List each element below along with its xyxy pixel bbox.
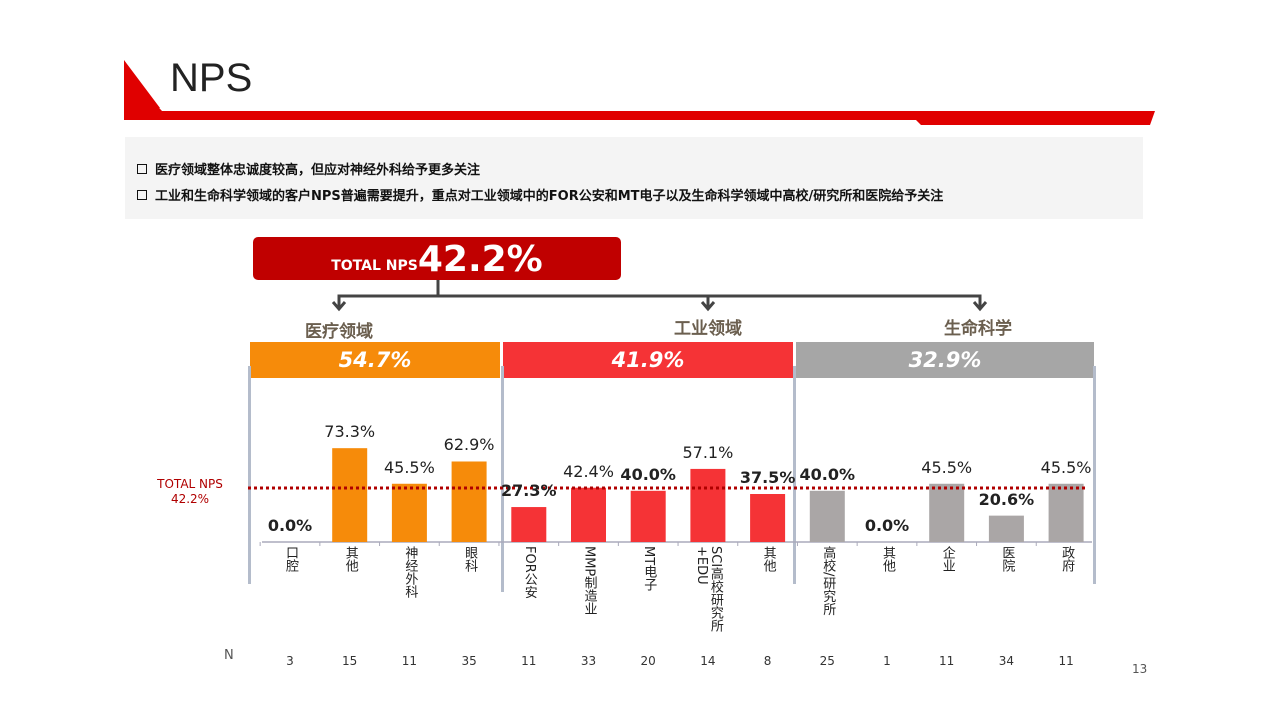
bar (391, 483, 427, 542)
page-number: 13 (1132, 662, 1148, 676)
bar (630, 490, 666, 542)
checkbox-bullet-icon (137, 163, 147, 174)
category-label: 眼科 (462, 546, 478, 572)
category-label: 口腔 (283, 546, 298, 572)
data-label: 20.6% (978, 489, 1035, 509)
segment-divider (501, 366, 504, 592)
data-label: 45.5% (921, 457, 973, 477)
bar (571, 487, 606, 542)
data-label: 40.0% (620, 464, 676, 484)
data-label: 73.3% (324, 422, 376, 442)
category-label: MMP制造业 (581, 546, 597, 616)
segment-nps-medical: 54.7% (250, 342, 500, 378)
bar (750, 494, 786, 542)
n-value: 11 (521, 654, 537, 668)
category-label: FOR公安 (521, 546, 537, 599)
bar (451, 461, 487, 542)
n-value: 3 (286, 654, 294, 668)
category-label: 政府 (1059, 546, 1075, 572)
category-label: MT电子 (641, 546, 657, 592)
reference-label-value: 42.2% (170, 492, 210, 506)
n-value: 15 (342, 654, 358, 668)
data-label: 27.3% (501, 481, 557, 501)
data-label: 45.5% (383, 457, 435, 477)
n-value: 14 (700, 654, 716, 668)
bullet-text: 工业和生命科学领域的客户NPS普遍需要提升，重点对工业领域中的FOR公安和MT电… (155, 189, 944, 204)
reference-label-text: TOTAL NPS (157, 477, 223, 491)
reference-label: TOTAL NPS 42.2% (150, 477, 230, 507)
total-nps-box: TOTAL NPS 42.2% (253, 237, 621, 280)
n-value: 11 (939, 654, 955, 668)
n-value: 20 (640, 654, 656, 668)
n-label: N (224, 648, 234, 663)
bar (809, 490, 845, 542)
n-value: 25 (819, 654, 835, 668)
category-label: SCI高校研究所+EDU (693, 546, 723, 633)
n-value: 11 (1058, 654, 1074, 668)
category-label: 神经外科 (402, 546, 418, 598)
n-value: 11 (401, 654, 418, 668)
data-label: 40.0% (799, 464, 856, 484)
bullet-item: 工业和生命科学领域的客户NPS普遍需要提升，重点对工业领域中的FOR公安和MT电… (137, 185, 943, 204)
tree-connector (331, 280, 988, 312)
n-value: 1 (883, 654, 891, 668)
data-label: 42.4% (563, 461, 614, 481)
segment-divider (793, 366, 796, 584)
category-label: 其他 (342, 546, 358, 572)
data-label: 62.9% (443, 435, 495, 455)
n-value: 33 (580, 654, 597, 668)
category-label: 高校/研究所 (820, 546, 836, 616)
n-value: 34 (998, 654, 1015, 668)
bullet-text: 医疗领域整体忠诚度较高，但应对神经外科给予更多关注 (155, 163, 481, 178)
segment-divider (248, 366, 251, 584)
bar (929, 483, 965, 542)
segment-name-industrial: 工业领域 (674, 319, 742, 339)
summary-panel: 医疗领域整体忠诚度较高，但应对神经外科给予更多关注 工业和生命科学领域的客户NP… (125, 137, 1143, 219)
data-label: 0.0% (267, 516, 313, 535)
n-value: 35 (461, 654, 477, 668)
segment-name-medical: 医疗领域 (305, 322, 373, 342)
bar (988, 515, 1024, 542)
segment-nps-life-science: 32.9% (796, 342, 1094, 378)
data-label: 0.0% (864, 516, 910, 535)
segment-nps-industrial: 41.9% (503, 342, 793, 378)
header-band (124, 55, 1155, 125)
category-label: 其他 (760, 546, 776, 572)
category-label: 其他 (880, 546, 895, 572)
total-nps-value: 42.2% (417, 239, 543, 280)
category-label: 医院 (999, 546, 1015, 572)
bar (1048, 483, 1084, 542)
data-label: 57.1% (682, 442, 734, 462)
bar (332, 448, 368, 542)
total-nps-label: TOTAL NPS (331, 258, 418, 274)
bullet-item: 医疗领域整体忠诚度较高，但应对神经外科给予更多关注 (137, 159, 480, 178)
segment-name-life-science: 生命科学 (944, 319, 1012, 339)
category-label: 企业 (939, 546, 955, 572)
page-title: NPS (170, 56, 253, 100)
bar (690, 468, 726, 542)
data-label: 37.5% (739, 468, 796, 487)
n-value: 8 (763, 654, 772, 668)
data-label: 45.5% (1040, 457, 1092, 477)
segment-divider (1093, 366, 1096, 584)
checkbox-bullet-icon (137, 189, 147, 200)
bar (511, 507, 547, 542)
